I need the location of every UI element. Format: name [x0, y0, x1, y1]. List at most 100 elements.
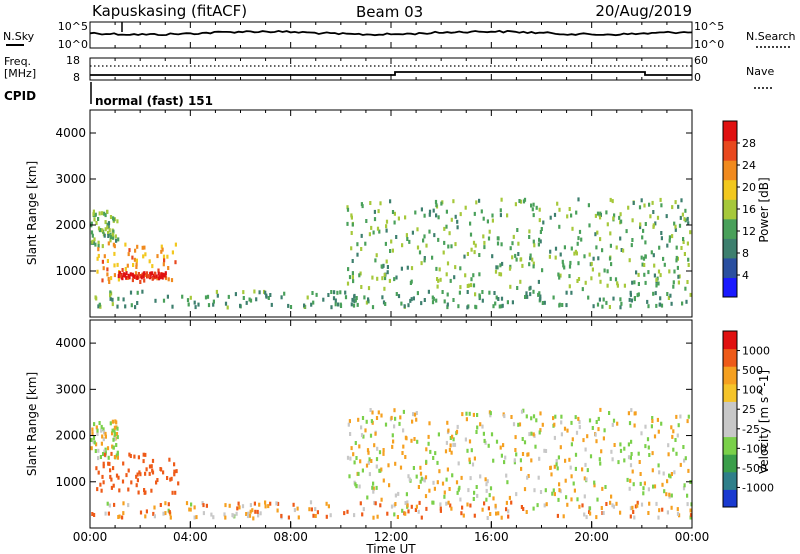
echo-cell	[466, 290, 469, 294]
echo-cell	[544, 488, 547, 493]
echo-cell	[522, 507, 525, 511]
echo-cell	[531, 257, 534, 262]
echo-cell	[110, 485, 113, 490]
echo-cell	[510, 500, 513, 505]
echo-cell	[623, 446, 626, 451]
echo-cell	[403, 304, 406, 309]
echo-cell	[107, 455, 110, 460]
echo-cell	[259, 511, 262, 516]
echo-cell	[669, 293, 672, 298]
echo-cell	[637, 272, 640, 277]
echo-cell	[560, 414, 563, 419]
x-tick-label: 20:00	[574, 530, 609, 544]
echo-cell	[264, 504, 267, 509]
echo-cell	[584, 462, 587, 467]
echo-cell	[103, 233, 106, 238]
echo-cell	[267, 504, 270, 509]
echo-cell	[383, 272, 386, 277]
echo-cell	[425, 447, 428, 452]
echo-cell	[308, 507, 311, 512]
echo-cell	[558, 303, 561, 308]
echo-cell	[455, 429, 459, 434]
echo-cell	[102, 452, 105, 456]
echo-cell	[643, 481, 646, 486]
echo-cell	[354, 441, 357, 445]
echo-cell	[627, 442, 630, 447]
echo-cell	[659, 296, 662, 301]
echo-cell	[204, 295, 208, 300]
echo-cell	[443, 490, 446, 495]
echo-cell	[346, 205, 349, 210]
echo-cell	[360, 247, 363, 251]
echo-cell	[133, 257, 136, 262]
echo-cell	[119, 273, 122, 278]
echo-cell	[666, 479, 669, 484]
echo-cell	[431, 255, 434, 260]
echo-cell	[346, 455, 350, 460]
echo-cell	[223, 512, 226, 517]
echo-cell	[117, 277, 120, 282]
y-tick-label: 3000	[55, 382, 86, 396]
echo-cell	[466, 448, 469, 453]
echo-cell	[407, 303, 410, 308]
echo-cell	[537, 279, 540, 284]
echo-cell	[428, 209, 432, 214]
echo-cell	[601, 486, 604, 491]
echo-cell	[258, 290, 261, 295]
echo-cell	[107, 230, 110, 235]
echo-cell	[535, 205, 538, 210]
echo-cell	[566, 502, 569, 507]
echo-cell	[171, 490, 174, 495]
echo-cell	[111, 431, 114, 436]
echo-cell	[174, 242, 177, 247]
echo-cell	[683, 252, 686, 256]
echo-cell	[632, 510, 635, 514]
echo-cell	[655, 303, 658, 308]
echo-cell	[393, 424, 396, 429]
echo-cell	[643, 263, 646, 267]
echo-cell	[594, 232, 597, 237]
echo-cell	[193, 505, 196, 510]
echo-cell	[659, 302, 662, 307]
echo-cell	[514, 253, 517, 258]
echo-cell	[155, 480, 158, 485]
echo-cell	[127, 487, 130, 492]
echo-cell	[441, 481, 445, 486]
echo-cell	[620, 301, 623, 306]
colorbar-tick-label: 1000	[742, 345, 770, 358]
echo-cell	[684, 208, 687, 213]
echo-cell	[400, 266, 403, 271]
echo-cell	[450, 506, 453, 511]
echo-cell	[469, 476, 472, 481]
echo-cell	[125, 473, 128, 478]
echo-cell	[381, 295, 384, 300]
echo-cell	[473, 211, 476, 216]
echo-cell	[575, 210, 578, 215]
echo-cell	[514, 202, 517, 207]
echo-cell	[556, 466, 559, 471]
echo-cell	[444, 449, 448, 454]
echo-cell	[400, 301, 403, 306]
echo-cell	[412, 296, 415, 301]
echo-cell	[166, 294, 169, 299]
echo-cell	[101, 244, 104, 249]
echo-cell	[532, 506, 535, 511]
colorbar-frame	[722, 330, 738, 508]
echo-cell	[658, 470, 661, 475]
echo-cell	[594, 432, 597, 437]
freq-tick-top: 18	[66, 54, 80, 67]
echo-cell	[173, 472, 176, 477]
echo-cell	[248, 513, 252, 518]
echo-cell	[394, 502, 397, 506]
echo-cell	[90, 230, 94, 235]
echo-cell	[541, 422, 544, 427]
echo-cell	[500, 453, 503, 458]
echo-cell	[610, 262, 613, 267]
echo-cell	[104, 511, 107, 516]
echo-cell	[570, 474, 573, 479]
echo-cell	[599, 461, 602, 466]
echo-cell	[570, 442, 573, 447]
echo-cell	[106, 259, 109, 263]
echo-cell	[448, 487, 451, 491]
echo-cell	[156, 478, 159, 482]
